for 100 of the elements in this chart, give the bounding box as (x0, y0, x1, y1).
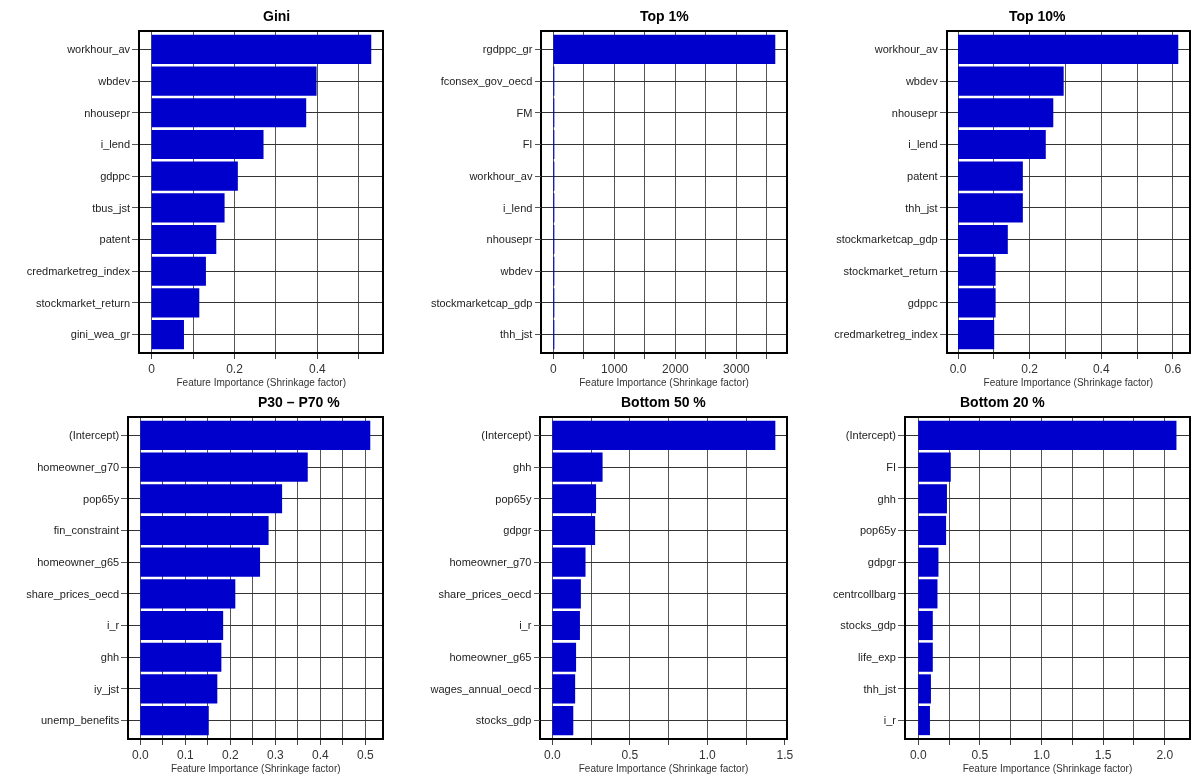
bar (140, 420, 371, 450)
bar (151, 98, 307, 128)
x-axis-title: Feature Importance (Shrinkage factor) (176, 377, 347, 389)
y-tick-label: pop65y (495, 492, 532, 505)
x-tick-label: 2.0 (1156, 748, 1174, 763)
bar (918, 610, 933, 641)
y-tick-label: gdppc (100, 170, 131, 183)
bar (958, 66, 1064, 96)
y-tick-label: pop65y (83, 492, 120, 505)
y-tick-label: tbus_jst (92, 201, 131, 214)
y-tick-label: wbdev (97, 74, 131, 87)
y-tick-label: FM (516, 106, 533, 119)
y-tick-label: i_lend (908, 138, 938, 151)
y-tick-label: homeowner_g65 (449, 651, 532, 664)
y-tick-label: gini_wea_gr (70, 328, 131, 341)
bar (918, 515, 947, 546)
x-axis-title: Feature Importance (Shrinkage factor) (962, 763, 1133, 775)
y-tick-label: (Intercept) (481, 429, 532, 442)
y-tick-label: life_exp (858, 651, 896, 664)
bar (151, 288, 200, 318)
y-tick-label: stockmarket_return (35, 296, 131, 309)
y-tick-label: wbdev (499, 265, 533, 278)
y-tick-label: workhour_av (66, 43, 131, 56)
y-tick-label: credmarketreg_index (834, 328, 939, 341)
x-axis-title: Feature Importance (Shrinkage factor) (578, 763, 749, 775)
y-tick-label: ghh (100, 651, 120, 664)
x-axis-title: Feature Importance (Shrinkage factor) (579, 377, 749, 389)
y-tick-label: i_lend (100, 138, 131, 151)
x-tick-label: 1000 (601, 362, 629, 377)
x-tick-label: 0.5 (971, 748, 989, 763)
y-tick-label: nhousepr (84, 106, 131, 119)
x-tick-label: 1.5 (1094, 748, 1112, 763)
bar (140, 484, 283, 514)
y-tick-label: (Intercept) (845, 429, 896, 442)
bar (552, 452, 603, 482)
y-tick-label: gdpgr (867, 556, 897, 569)
x-tick-label: 3000 (723, 362, 751, 377)
x-tick-label: 0.5 (621, 748, 639, 763)
bar (958, 320, 995, 350)
y-tick-label: share_prices_oecd (438, 587, 532, 600)
y-tick-label: gdppc (907, 296, 939, 309)
y-tick-label: rgdppc_gr (482, 43, 533, 56)
y-tick-label: nhousepr (486, 233, 533, 246)
bar (151, 224, 217, 255)
y-tick-label: workhour_av (873, 43, 939, 56)
bar (552, 706, 574, 736)
y-tick-label: thh_jst (905, 201, 938, 214)
x-tick-label: 0.4 (312, 748, 330, 763)
y-tick-label: wbdev (904, 74, 939, 87)
x-tick-label: 0 (148, 362, 156, 377)
y-tick-label: (Intercept) (69, 429, 120, 442)
y-tick-label: stocks_gdp (840, 619, 896, 632)
y-tick-label: FI (886, 460, 896, 473)
bar (958, 288, 996, 318)
chart-title: Top 1% (640, 8, 690, 24)
bar (958, 34, 1179, 64)
bar (552, 515, 596, 546)
y-tick-label: patent (907, 170, 938, 183)
y-tick-label: thh_jst (863, 682, 896, 695)
x-tick-label: 1.0 (1033, 748, 1051, 763)
bar (140, 706, 209, 736)
y-tick-label: iy_jst (94, 682, 120, 695)
x-axis-title: Feature Importance (Shrinkage factor) (983, 377, 1154, 389)
x-tick-label: 0 (550, 362, 558, 377)
bar (552, 420, 776, 450)
chart-title: Top 10% (1009, 8, 1067, 24)
bar (552, 547, 586, 577)
bar (918, 642, 933, 672)
x-tick-label: 0.3 (267, 748, 285, 763)
y-tick-label: homeowner_g70 (37, 460, 120, 473)
x-tick-label: 0.0 (909, 748, 927, 763)
x-tick-label: 0.1 (177, 748, 195, 763)
y-tick-label: fin_constraint (53, 524, 120, 537)
x-tick-label: 0.2 (222, 748, 240, 763)
bar (918, 547, 939, 577)
y-tick-label: ghh (513, 460, 532, 473)
y-tick-label: unemp_benefits (40, 714, 120, 727)
bar (958, 224, 1008, 255)
y-tick-label: i_r (883, 714, 897, 727)
y-tick-label: homeowner_g65 (37, 556, 120, 569)
y-tick-label: i_r (106, 619, 120, 632)
chart-title: Bottom 50 % (621, 394, 707, 410)
bar (918, 484, 947, 514)
y-tick-label: stockmarketcap_gdp (836, 233, 938, 246)
bar (140, 452, 308, 482)
x-tick-label: 0.2 (226, 362, 244, 377)
bar (958, 193, 1023, 223)
bar (151, 193, 225, 223)
bar (958, 129, 1046, 160)
y-tick-label: centrcollbarg (832, 587, 896, 600)
bar (918, 579, 938, 609)
bar (958, 256, 996, 286)
x-tick-label: 1.0 (698, 748, 716, 763)
bar (140, 515, 269, 546)
bar (552, 610, 580, 641)
y-tick-label: patent (99, 233, 131, 246)
bar (958, 161, 1023, 191)
y-tick-label: workhour_av (468, 170, 533, 183)
bar (140, 642, 222, 672)
y-tick-label: FI (522, 138, 533, 151)
